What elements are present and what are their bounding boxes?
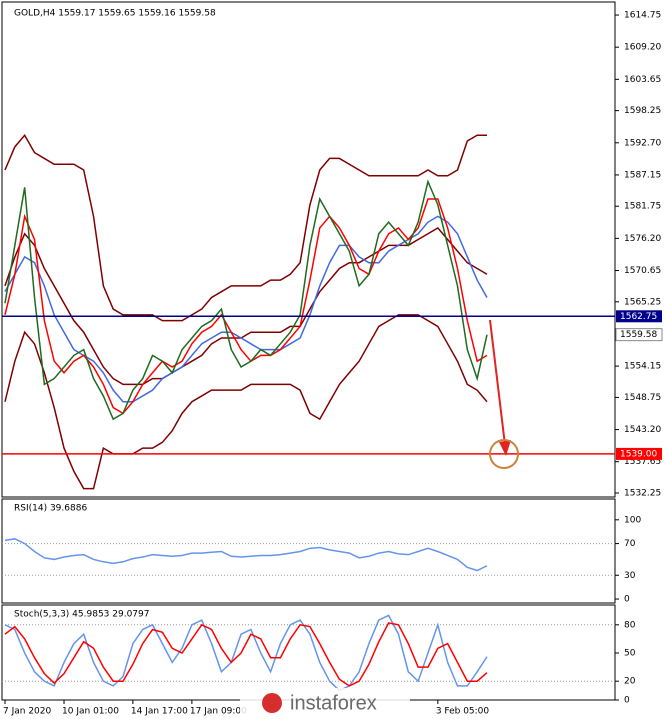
y-tick-label: 30 [624, 571, 636, 581]
y-tick-label: 1592.70 [624, 138, 661, 148]
y-tick-label: 1609.20 [624, 43, 661, 53]
y-tick-label: 70 [624, 539, 636, 549]
y-tick-label: 1554.15 [624, 362, 661, 372]
x-tick-label: 17 Jan 09:00 [190, 707, 247, 717]
y-tick-label: 1565.25 [624, 297, 661, 307]
y-tick-label: 1543.20 [624, 425, 661, 435]
level-label: 1562.75 [620, 312, 657, 322]
rsi-panel [1, 498, 616, 604]
series-line [4, 622, 488, 687]
arrow-head [499, 440, 511, 456]
panel-title: RSI(14) 39.6886 [14, 504, 87, 514]
watermark-text: instaforex [290, 692, 377, 714]
series-line [4, 133, 487, 322]
watermark: instaforex [240, 688, 410, 718]
level-label-bg [616, 447, 662, 460]
x-tick-label: 7 Jan 2020 [3, 707, 51, 717]
y-tick-label: 1576.20 [624, 234, 661, 244]
panel-title: GOLD,H4 1559.17 1559.65 1559.16 1559.58 [14, 9, 216, 19]
level-label: 1539.00 [620, 449, 657, 459]
target-circle [489, 439, 519, 469]
last-price-bg [615, 328, 663, 342]
series-line [4, 179, 488, 421]
y-tick-label: 50 [624, 649, 636, 659]
forecast-annotation [489, 319, 519, 469]
series-line [4, 314, 488, 490]
x-tick-label: 3 Feb 05:00 [436, 707, 490, 717]
y-tick-label: 1581.75 [624, 202, 661, 212]
watermark-logo [262, 693, 282, 713]
x-tick-label: 14 Jan 17:00 [131, 707, 188, 717]
series-line [4, 538, 488, 572]
y-tick-label: 1537.65 [624, 457, 661, 467]
panel-title: Stoch(5,3,3) 45.9853 29.0797 [14, 610, 149, 620]
price-panel [1, 1, 616, 498]
y-tick-label: 1587.15 [624, 170, 661, 180]
last-price-label: 1559.58 [620, 330, 657, 340]
y-tick-label: 0 [624, 595, 630, 605]
y-tick-label: 1532.25 [624, 489, 661, 499]
y-tick-label: 80 [624, 620, 636, 630]
series-line [4, 614, 488, 692]
x-tick-label: 10 Jan 01:00 [62, 707, 119, 717]
y-tick-label: 0 [624, 696, 630, 706]
forecast-arrow [489, 319, 506, 446]
series-line [4, 198, 488, 415]
series-line [4, 226, 488, 386]
level-label-bg [616, 310, 662, 323]
y-tick-label: 20 [624, 677, 636, 687]
y-tick-label: 1570.65 [624, 266, 661, 276]
y-tick-label: 1598.25 [624, 106, 661, 116]
y-tick-label: 1603.65 [624, 75, 661, 85]
y-tick-label: 1548.75 [624, 393, 661, 403]
y-tick-label: 1614.75 [624, 11, 661, 21]
y-tick-label: 100 [624, 515, 641, 525]
